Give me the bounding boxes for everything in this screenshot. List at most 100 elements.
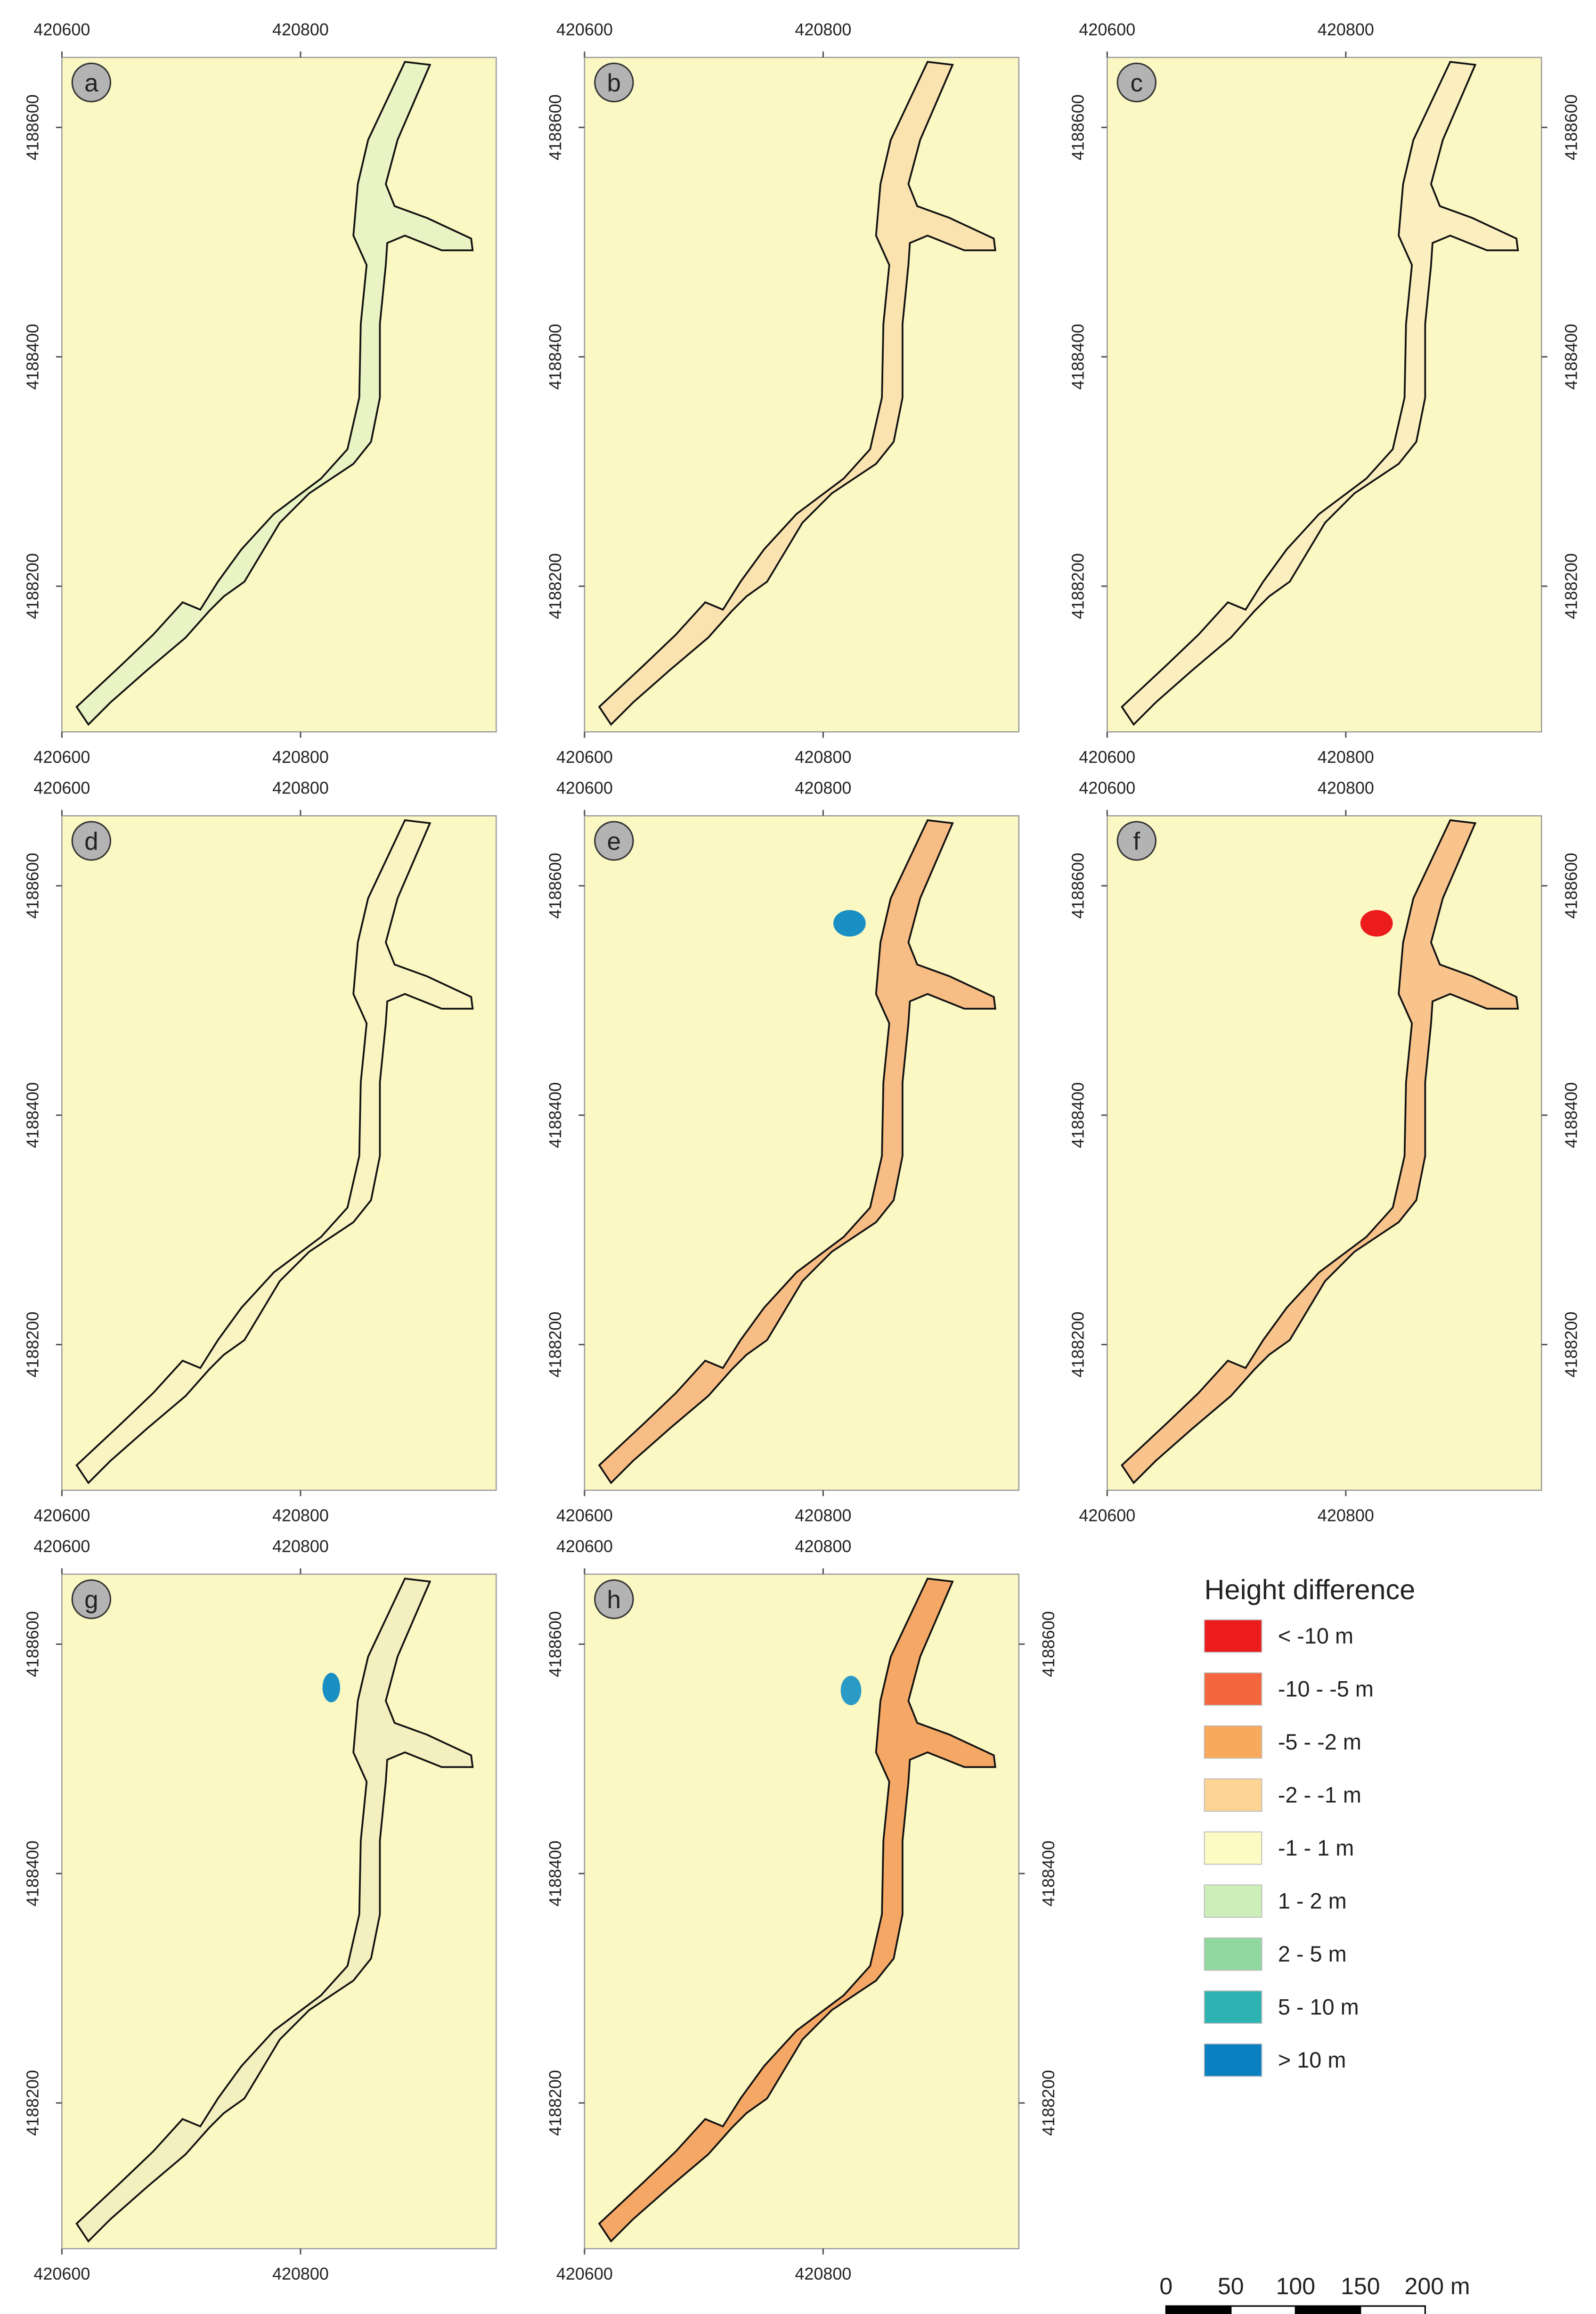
map-background (584, 816, 1019, 1490)
x-tick-label: 420800 (795, 20, 851, 39)
panel-label: b (607, 69, 621, 97)
x-tick-label: 420800 (1318, 20, 1374, 39)
x-tick-label: 420600 (556, 2264, 613, 2283)
x-tick-label: 420600 (33, 747, 90, 767)
x-tick-label: 420800 (272, 2264, 329, 2283)
y-tick-label: 4188600 (1039, 1611, 1058, 1677)
legend-swatch (1204, 1725, 1262, 1759)
legend-swatch (1204, 1990, 1262, 2024)
map-frame (584, 1573, 1020, 2249)
x-tick-label: 420600 (1079, 747, 1135, 767)
y-tick-label: 4188400 (23, 1082, 42, 1148)
y-tick-label: 4188600 (23, 853, 42, 919)
map-background (62, 816, 497, 1490)
legend-label: -2 - -1 m (1278, 1783, 1361, 1807)
panel-badge (594, 1579, 634, 1619)
legend-swatch (1204, 1672, 1262, 1706)
y-tick-label: 4188600 (23, 1611, 42, 1677)
y-tick-label: 4188200 (1561, 553, 1580, 619)
y-tick-label: 4188200 (23, 2070, 42, 2136)
panel-label: d (84, 827, 98, 855)
legend-label: > 10 m (1278, 2048, 1346, 2072)
x-tick-label: 420800 (795, 2264, 851, 2283)
y-tick-label: 4188200 (1561, 1312, 1580, 1378)
y-tick-label: 4188400 (1039, 1840, 1058, 1906)
scale-segment (1230, 2305, 1296, 2314)
x-tick-label: 420800 (272, 1537, 329, 1556)
scale-segment (1295, 2305, 1361, 2314)
anomaly-patch (840, 1676, 862, 1706)
x-tick-label: 420800 (272, 20, 329, 39)
y-tick-label: 4188200 (1068, 553, 1087, 619)
x-tick-label: 420600 (33, 2264, 90, 2283)
panel-label: g (84, 1586, 98, 1614)
y-tick-label: 4188400 (23, 1840, 42, 1906)
x-tick-label: 420800 (795, 1537, 851, 1556)
y-tick-label: 4188400 (1068, 324, 1087, 390)
x-tick-label: 420800 (272, 778, 329, 798)
map-frame (61, 57, 497, 733)
map-background (62, 57, 497, 732)
panel-badge (594, 821, 634, 861)
y-tick-label: 4188400 (546, 324, 565, 390)
map-frame (61, 1573, 497, 2249)
panel-badge (71, 821, 112, 861)
y-tick-label: 4188200 (546, 1312, 565, 1378)
map-background (584, 57, 1019, 732)
panel-badge (71, 1579, 112, 1619)
panel-label: c (1131, 69, 1143, 97)
map-panel: a 420600 420600 420800 420800 4188200 4188400 4… (23, 20, 497, 767)
scale-segment (1165, 2305, 1232, 2314)
x-tick-label: 420600 (33, 778, 90, 798)
scale-label: 50 (1218, 2273, 1244, 2299)
panel-label: h (607, 1586, 621, 1614)
anomaly-patch (1360, 910, 1393, 937)
panel-label: e (607, 827, 621, 855)
y-tick-label: 4188200 (23, 553, 42, 619)
y-tick-label: 4188600 (1561, 853, 1580, 919)
x-tick-label: 420800 (1318, 1505, 1374, 1525)
y-tick-label: 4188200 (23, 1312, 42, 1378)
y-tick-label: 4188400 (546, 1840, 565, 1906)
scale-label: 0 (1159, 2273, 1173, 2299)
x-tick-label: 420600 (33, 1537, 90, 1556)
x-tick-label: 420600 (556, 778, 613, 798)
map-frame (61, 815, 497, 1491)
legend-label: 2 - 5 m (1278, 1942, 1347, 1966)
y-tick-label: 4188400 (1561, 1082, 1580, 1148)
y-tick-label: 4188200 (1068, 1312, 1087, 1378)
panel-badge (1116, 62, 1156, 103)
legend-swatch (1204, 1884, 1262, 1918)
x-tick-label: 420600 (556, 1505, 613, 1525)
panel-label: f (1133, 827, 1140, 855)
y-tick-label: 4188600 (546, 1611, 565, 1677)
anomaly-patch (322, 1673, 341, 1702)
legend-label: -5 - -2 m (1278, 1730, 1361, 1754)
legend-swatch (1204, 1619, 1262, 1653)
y-tick-label: 4188200 (546, 2070, 565, 2136)
y-tick-label: 4188600 (1561, 94, 1580, 160)
x-tick-label: 420800 (272, 747, 329, 767)
legend-label: -1 - 1 m (1278, 1836, 1354, 1860)
legend-label: < -10 m (1278, 1624, 1353, 1648)
anomaly-patch (833, 910, 866, 937)
scale-label: 200 m (1405, 2273, 1470, 2299)
map-panel: e 420600 420600 420800 420800 4188200 4188400 4… (546, 778, 1020, 1525)
map-background (62, 1574, 497, 2249)
map-frame (584, 815, 1020, 1491)
map-panel: d 420600 420600 420800 420800 4188200 4188400 4… (23, 778, 497, 1525)
legend-title: Height difference (1205, 1574, 1416, 1605)
legend-swatch (1204, 1831, 1262, 1865)
scale-label: 150 (1341, 2273, 1380, 2299)
x-tick-label: 420600 (556, 747, 613, 767)
map-panel: h 420600 420600 420800 420800 4188200 4188200 4… (546, 1537, 1058, 2283)
scale-label: 100 (1276, 2273, 1315, 2299)
y-tick-label: 4188200 (1039, 2070, 1058, 2136)
legend-label: 1 - 2 m (1278, 1889, 1347, 1913)
map-background (1107, 816, 1542, 1490)
map-panel: g 420600 420600 420800 420800 4188200 4188400 4… (23, 1537, 497, 2283)
y-tick-label: 4188600 (23, 94, 42, 160)
panel-badge (594, 62, 634, 103)
y-tick-label: 4188600 (546, 853, 565, 919)
